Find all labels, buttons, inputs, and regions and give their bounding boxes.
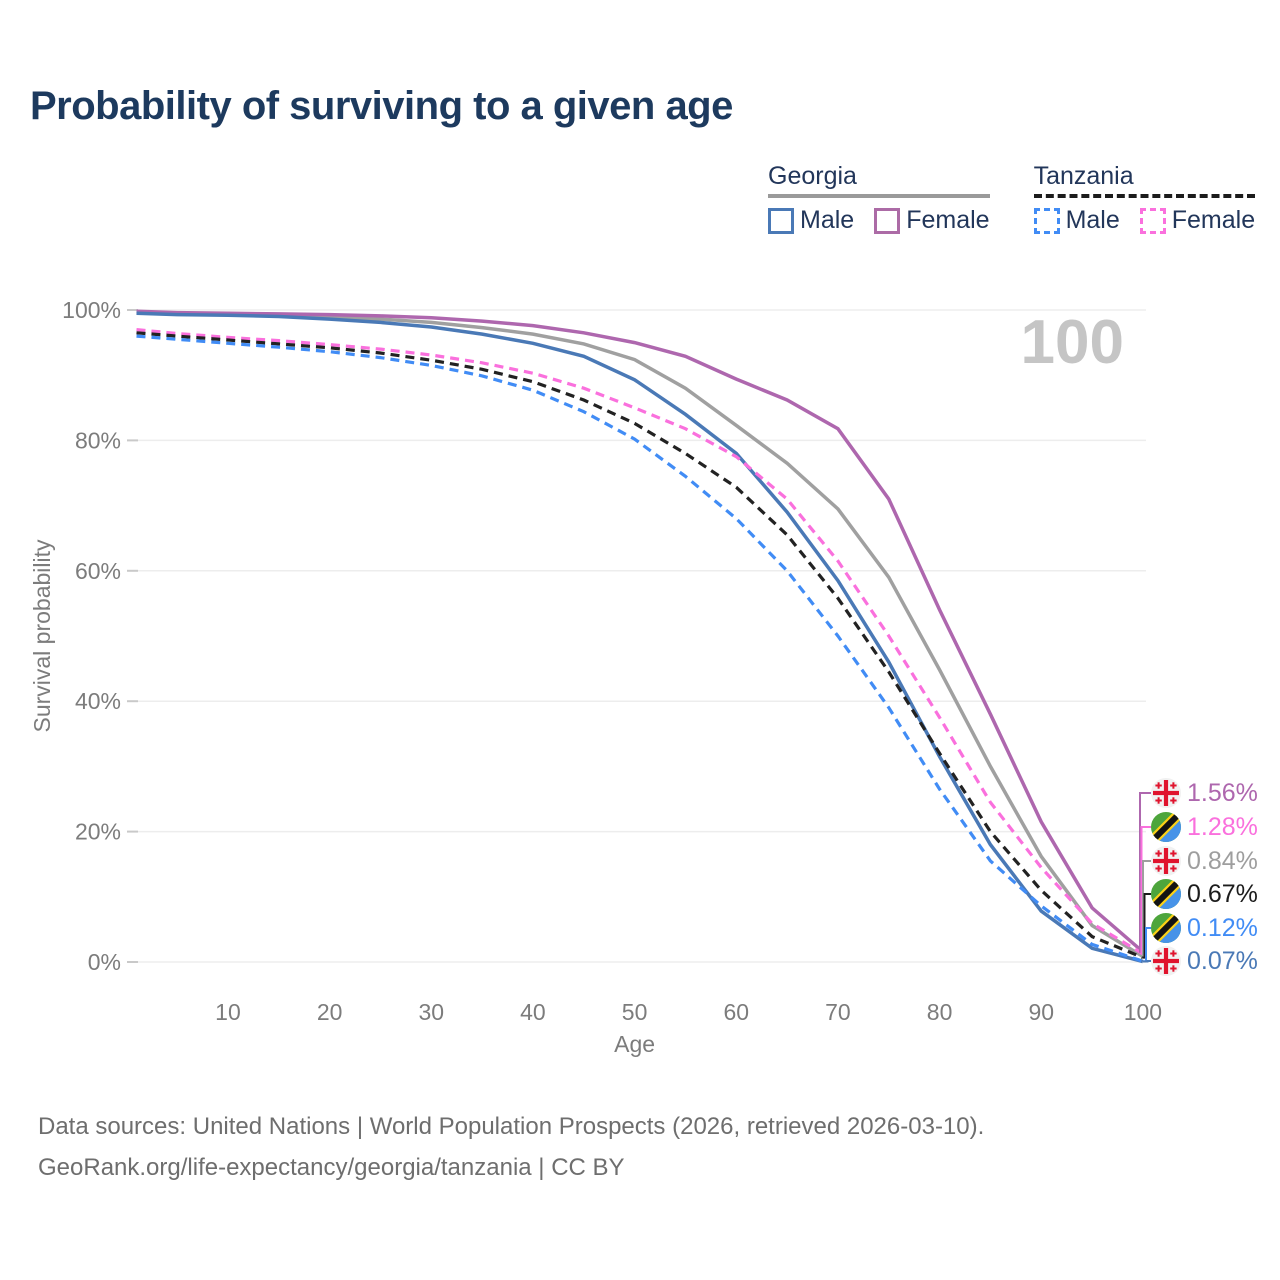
x-tick-label: 70 <box>825 999 851 1025</box>
footer: Data sources: United Nations | World Pop… <box>38 1106 984 1188</box>
y-tick-label: 0% <box>88 949 121 975</box>
endpoint-value: 1.56% <box>1187 778 1258 807</box>
legend-item-georgia-female[interactable]: Female <box>874 206 990 235</box>
legend-item-label: Female <box>906 206 990 234</box>
legend: Georgia Male Female Tanzania Male <box>768 162 1256 235</box>
x-tick-label: 30 <box>418 999 444 1025</box>
legend-item-label: Female <box>1171 206 1256 234</box>
x-tick-label: 20 <box>317 999 343 1025</box>
leader-line-georgia <box>1142 860 1151 957</box>
y-tick-label: 80% <box>75 427 121 453</box>
data-sources-line: Data sources: United Nations | World Pop… <box>38 1113 985 1140</box>
tanzania-combined-line-swatch <box>1033 194 1256 198</box>
endpoint-value: 0.07% <box>1187 946 1258 975</box>
legend-group-georgia: Georgia Male Female <box>768 162 990 235</box>
endpoint-annotation: 0.07% <box>1151 945 1258 977</box>
georgia-male-swatch <box>768 207 794 234</box>
y-tick-label: 100% <box>62 297 121 323</box>
legend-group-tanzania: Tanzania Male Female <box>1033 162 1256 235</box>
series-line-georgia-male <box>136 311 1144 964</box>
leader-line-tanzania <box>1143 893 1151 959</box>
endpoint-annotation: 1.28% <box>1151 811 1258 843</box>
x-tick-label: 50 <box>622 999 648 1025</box>
legend-item-label: Male <box>1065 206 1120 234</box>
endpoint-annotation: 1.56% <box>1151 777 1258 809</box>
tanzania-female-swatch <box>1139 207 1166 234</box>
legend-group-title: Georgia <box>768 162 857 190</box>
series-line-tanzania-male <box>136 334 1144 963</box>
leader-line-georgia <box>1143 960 1151 963</box>
attribution-line: GeoRank.org/life-expectancy/georgia/tanz… <box>38 1154 625 1181</box>
x-tick-label: 100 <box>1124 999 1162 1025</box>
legend-item-georgia-male[interactable]: Male <box>768 206 854 235</box>
georgia-flag-icon <box>1151 778 1181 808</box>
x-tick-label: 90 <box>1028 999 1054 1025</box>
legend-item-tanzania-female[interactable]: Female <box>1139 206 1256 235</box>
y-tick-label: 60% <box>75 558 121 584</box>
x-tick-label: 60 <box>723 999 749 1025</box>
endpoint-annotation: 0.67% <box>1151 878 1258 910</box>
series-line-georgia-female <box>136 309 1145 954</box>
georgia-combined-line-swatch <box>768 194 990 198</box>
x-axis-title: Age <box>614 1031 655 1057</box>
legend-group-title: Tanzania <box>1033 162 1134 190</box>
endpoint-annotation: 0.84% <box>1151 845 1258 877</box>
x-tick-label: 10 <box>215 999 241 1025</box>
page-title: Probability of surviving to a given age <box>30 84 733 128</box>
endpoint-value: 1.28% <box>1187 812 1258 841</box>
legend-item-tanzania-male[interactable]: Male <box>1033 206 1120 235</box>
endpoint-value: 0.84% <box>1187 846 1258 875</box>
endpoint-value: 0.12% <box>1187 913 1258 942</box>
endpoint-value: 0.67% <box>1187 879 1258 908</box>
y-tick-label: 20% <box>75 819 121 845</box>
y-axis-title: Survival probability <box>29 539 55 733</box>
georgia-flag-icon <box>1151 846 1181 876</box>
tanzania-flag-icon <box>1151 879 1181 909</box>
tanzania-male-swatch <box>1033 207 1060 234</box>
y-tick-label: 40% <box>75 688 121 714</box>
x-tick-label: 80 <box>927 999 953 1025</box>
x-tick-label: 40 <box>520 999 546 1025</box>
endpoint-annotation: 0.12% <box>1151 912 1258 944</box>
age-counter-watermark: 100 <box>1021 308 1124 377</box>
series-line-tanzania-both <box>136 331 1144 960</box>
tanzania-flag-icon <box>1151 812 1181 842</box>
georgia-female-swatch <box>874 207 901 234</box>
georgia-flag-icon <box>1151 946 1181 976</box>
series-line-tanzania-female <box>136 328 1144 956</box>
legend-item-label: Male <box>800 206 855 234</box>
tanzania-flag-icon <box>1151 913 1181 943</box>
